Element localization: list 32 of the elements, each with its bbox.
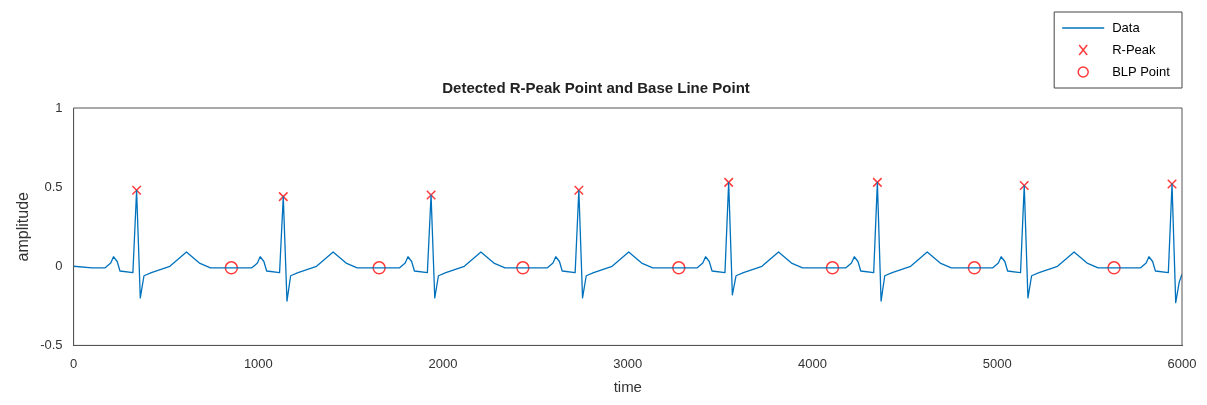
x-tick-label: 5000 — [982, 355, 1012, 371]
legend-label: Data — [1112, 19, 1141, 35]
point — [967, 261, 982, 275]
x-tick-label: 3000 — [613, 355, 643, 371]
legend-label: BLP Point — [1112, 63, 1171, 79]
legend-label: R-Peak — [1112, 41, 1157, 57]
point — [1019, 180, 1030, 191]
x-axis-title: time — [613, 378, 642, 396]
x-tick-label: 4000 — [798, 355, 827, 371]
y-tick-label: 1 — [55, 99, 63, 115]
y-tick-label: 0 — [55, 257, 63, 273]
y-tick-label: -0.5 — [40, 336, 63, 352]
point — [278, 191, 289, 202]
chart-title: Detected R-Peak Point and Base Line Point — [442, 79, 750, 97]
point — [825, 261, 840, 275]
point — [1107, 261, 1121, 275]
point — [573, 185, 584, 196]
x-tick-label: 6000 — [1167, 355, 1197, 371]
point — [723, 177, 734, 188]
point — [672, 261, 686, 275]
point — [1167, 178, 1178, 189]
point — [224, 261, 239, 275]
x-tick-label: 2000 — [428, 355, 458, 371]
x-tick-label: 1000 — [243, 355, 273, 371]
point — [372, 261, 386, 275]
point — [516, 261, 530, 275]
x-tick-label: 0 — [69, 355, 78, 371]
point — [426, 190, 437, 201]
point — [131, 185, 142, 196]
y-tick-label: 0.5 — [44, 178, 63, 194]
y-axis-title: amplitude — [14, 191, 32, 262]
point — [872, 177, 883, 188]
